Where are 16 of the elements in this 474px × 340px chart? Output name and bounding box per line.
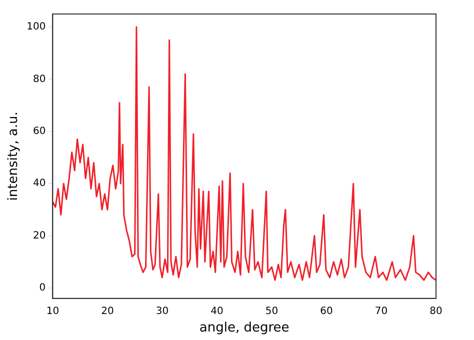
y-tick-label: 20 [32, 230, 46, 242]
x-tick-label: 30 [156, 306, 169, 317]
x-tick-label: 50 [265, 306, 278, 317]
x-tick-label: 80 [430, 306, 442, 317]
x-tick-label: 70 [374, 306, 388, 317]
x-tick-label: 40 [210, 306, 224, 317]
x-tick-label: 10 [46, 306, 60, 317]
y-axis-title: intensity, a.u. [6, 112, 22, 201]
x-axis-title: angle, degree [199, 320, 290, 336]
y-tick-label: 80 [32, 74, 46, 85]
y-tick-label: 60 [32, 126, 46, 138]
x-tick-label: 60 [320, 306, 333, 317]
x-tick-label: 20 [101, 306, 114, 317]
y-tick-label: 0 [39, 282, 46, 294]
y-tick-label: 40 [32, 178, 46, 190]
y-tick-label: 100 [26, 22, 46, 33]
